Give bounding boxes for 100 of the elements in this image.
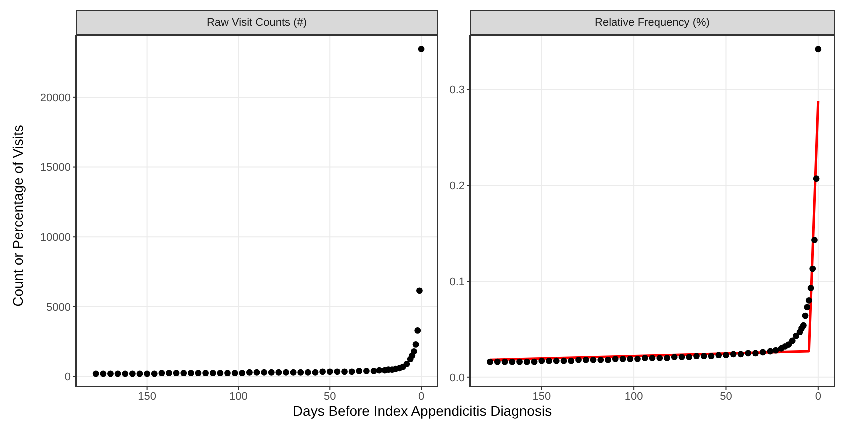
x-tick-label: 50 xyxy=(324,390,336,403)
point xyxy=(553,358,560,364)
point xyxy=(232,370,238,377)
point xyxy=(246,369,253,376)
point xyxy=(412,341,420,348)
point xyxy=(356,368,363,374)
point xyxy=(108,370,114,378)
point xyxy=(129,370,136,378)
point xyxy=(700,353,708,360)
point xyxy=(268,369,275,376)
y-tick-label: 0.0 xyxy=(450,372,465,384)
point xyxy=(254,369,260,376)
y-tick-label: 10000 xyxy=(40,232,71,244)
y-tick-label: 0.1 xyxy=(450,276,465,288)
point xyxy=(634,356,641,362)
point xyxy=(202,370,210,377)
point xyxy=(546,358,552,364)
x-tick-label: 50 xyxy=(720,390,732,403)
point xyxy=(158,370,166,377)
point xyxy=(502,358,508,366)
point xyxy=(418,46,425,52)
point xyxy=(620,356,626,362)
point xyxy=(560,358,568,364)
point xyxy=(188,370,194,377)
point xyxy=(531,358,538,366)
point xyxy=(590,356,597,364)
point xyxy=(151,370,158,378)
x-tick-label: 0 xyxy=(815,390,822,403)
point xyxy=(694,353,700,360)
chart-title: Relative Frequency (%) xyxy=(470,10,835,35)
point xyxy=(334,368,341,376)
point xyxy=(144,370,151,378)
point xyxy=(290,369,297,376)
point xyxy=(642,355,648,362)
point xyxy=(815,46,822,53)
point xyxy=(224,370,231,377)
point xyxy=(760,349,766,356)
point xyxy=(627,356,634,362)
point xyxy=(210,370,216,377)
point xyxy=(195,370,202,377)
y-tick-label: 5000 xyxy=(46,302,71,314)
point xyxy=(752,350,759,357)
point xyxy=(656,355,664,362)
point xyxy=(166,370,172,377)
point xyxy=(494,358,501,366)
point xyxy=(745,350,752,357)
x-tick-label: 150 xyxy=(532,390,552,403)
x-axis-title: Days Before Index Appendicitis Diagnosis xyxy=(292,403,554,419)
point xyxy=(778,345,785,352)
point xyxy=(806,297,812,304)
point xyxy=(538,358,546,364)
point xyxy=(298,369,304,376)
point xyxy=(804,304,811,311)
point xyxy=(304,369,312,376)
point xyxy=(708,353,715,360)
point xyxy=(738,351,744,358)
point xyxy=(217,370,224,377)
point xyxy=(407,356,414,363)
point xyxy=(810,266,816,272)
point xyxy=(598,356,604,364)
point xyxy=(100,370,107,378)
point xyxy=(122,370,129,378)
point xyxy=(812,237,818,244)
point xyxy=(649,355,656,362)
x-tick-label: 0 xyxy=(418,390,425,403)
point xyxy=(568,358,575,364)
point xyxy=(416,288,423,294)
point xyxy=(612,356,619,362)
y-tick-label: 15000 xyxy=(40,162,71,174)
point xyxy=(723,352,730,359)
x-tick-label: 100 xyxy=(230,390,248,403)
point xyxy=(92,370,100,378)
point xyxy=(363,368,370,374)
point xyxy=(173,370,180,377)
point xyxy=(180,370,188,377)
chart-title: Raw Visit Counts (#) xyxy=(76,10,438,35)
point xyxy=(678,354,686,360)
point xyxy=(767,348,774,355)
point xyxy=(793,332,800,340)
point xyxy=(509,358,516,366)
point xyxy=(686,354,693,360)
point xyxy=(582,356,590,364)
x-tick-label: 150 xyxy=(138,390,156,403)
point xyxy=(342,368,348,376)
point xyxy=(320,368,326,376)
point xyxy=(487,358,494,366)
point xyxy=(516,358,523,366)
point xyxy=(671,354,678,360)
y-axis-title: Count or Percentage of Visits xyxy=(10,124,26,309)
point xyxy=(114,370,122,378)
y-tick-label: 0.3 xyxy=(450,84,465,97)
point xyxy=(813,176,820,182)
point xyxy=(283,369,290,376)
point xyxy=(576,356,582,364)
point xyxy=(239,370,246,377)
point xyxy=(808,285,814,292)
x-tick-label: 100 xyxy=(624,390,644,403)
point xyxy=(348,368,356,376)
point xyxy=(370,368,378,374)
point xyxy=(605,356,612,364)
